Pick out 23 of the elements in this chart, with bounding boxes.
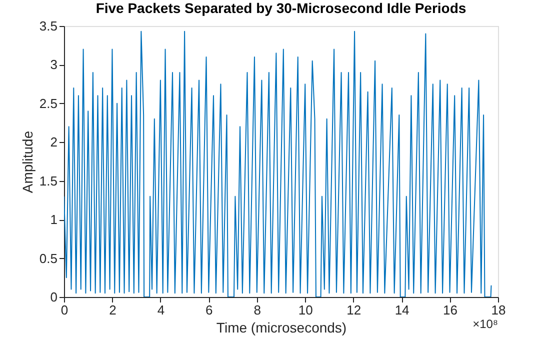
x-tick-label: 12: [346, 302, 362, 318]
y-tick-label: 1: [50, 212, 58, 228]
x-tick-label: 6: [206, 302, 213, 318]
x-tick-label: 14: [394, 302, 410, 318]
y-tick-label: 0: [50, 290, 58, 304]
text: ×10⁸: [472, 317, 498, 331]
x-tick-label: 4: [157, 302, 165, 318]
y-tick-label: 3.5: [39, 18, 58, 34]
x-tick-label: 16: [443, 302, 458, 318]
line-series: [64, 30, 492, 297]
x-axis-title: Time (microseconds): [216, 320, 347, 336]
y-tick-label: 0.5: [39, 250, 58, 266]
x-tick-label: 8: [254, 302, 262, 318]
y-axis-title: Amplitude: [19, 130, 36, 194]
y-tick-label: 3: [50, 57, 58, 72]
x-tick-label: 0: [60, 302, 68, 318]
y-tick-label: 2.5: [39, 96, 58, 111]
x-tick-label: 2: [109, 302, 116, 318]
chart-title: Five Packets Separated by 30-Microsecond Idle Periods: [96, 0, 466, 16]
x-tick-label: 10: [298, 302, 313, 318]
x-tick-label: 18: [491, 302, 506, 318]
y-tick-label: 1.5: [39, 173, 58, 188]
y-tick-label: 2: [50, 134, 58, 150]
